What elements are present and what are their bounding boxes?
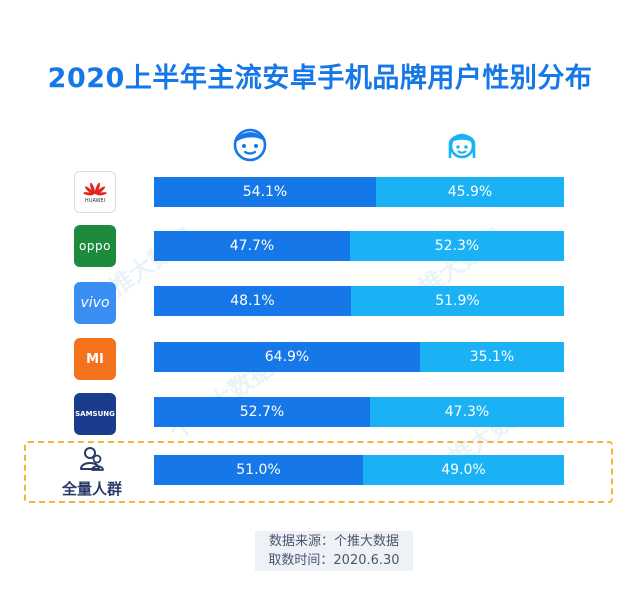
overall-highlight-box: [24, 441, 613, 503]
mi-logo-text: MI: [86, 351, 104, 367]
bar-row-3: 64.9% 35.1%: [154, 342, 564, 372]
huawei-logo-text: HUAWEI: [84, 197, 106, 204]
date-line: 取数时间：2020.6.30: [268, 553, 400, 568]
bar-row-2: 48.1% 51.9%: [154, 286, 564, 316]
bar-male: 64.9%: [154, 342, 420, 372]
female-face-icon: [448, 133, 476, 159]
oppo-logo-text: oppo: [79, 239, 111, 253]
bar-male: 51.0%: [154, 455, 363, 485]
bar-male: 52.7%: [154, 397, 370, 427]
vivo-logo-text: vivo: [80, 295, 110, 311]
bar-female: 47.3%: [370, 397, 564, 427]
crowd-icon: [80, 447, 104, 471]
source-line: 数据来源：个推大数据: [268, 534, 399, 549]
male-face-icon: [233, 128, 267, 162]
bar-row-1: 47.7% 52.3%: [154, 231, 564, 261]
bar-female: 52.3%: [350, 231, 564, 261]
bar-female: 49.0%: [363, 455, 564, 485]
bar-row-4: 52.7% 47.3%: [154, 397, 564, 427]
bar-row-0: 54.1% 45.9%: [154, 177, 564, 207]
oppo-logo: oppo: [74, 225, 116, 267]
bar-row-5: 51.0% 49.0%: [154, 455, 564, 485]
bar-female: 51.9%: [351, 286, 564, 316]
chart-title: 2020上半年主流安卓手机品牌用户性别分布: [47, 63, 593, 94]
bar-female: 45.9%: [376, 177, 564, 207]
huawei-logo: HUAWEI: [74, 171, 116, 213]
bar-male: 47.7%: [154, 231, 350, 261]
bar-male: 54.1%: [154, 177, 376, 207]
samsung-logo: SAMSUNG: [74, 393, 116, 435]
data-source: 数据来源：个推大数据 取数时间：2020.6.30: [255, 531, 413, 571]
samsung-logo-text: SAMSUNG: [75, 410, 115, 418]
huawei-petals-icon: [83, 182, 107, 195]
bar-male: 48.1%: [154, 286, 351, 316]
vivo-logo: vivo: [74, 282, 116, 324]
bar-female: 35.1%: [420, 342, 564, 372]
mi-logo: MI: [74, 338, 116, 380]
overall-label: 全量人群: [61, 480, 122, 498]
